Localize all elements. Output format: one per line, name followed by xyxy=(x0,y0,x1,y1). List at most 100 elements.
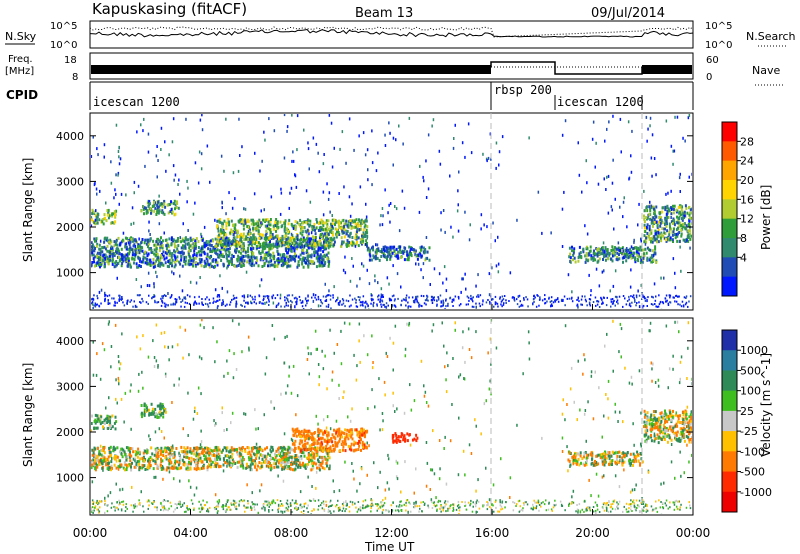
heatmap-cell xyxy=(309,237,312,241)
heatmap-cell xyxy=(550,231,552,235)
heatmap-cell xyxy=(275,218,278,221)
heatmap-cell xyxy=(497,262,500,266)
heatmap-cell xyxy=(312,136,315,140)
heatmap-cell xyxy=(252,459,255,463)
heatmap-cell xyxy=(179,274,181,278)
heatmap-cell xyxy=(492,298,494,301)
heatmap-cell xyxy=(273,244,276,248)
heatmap-cell xyxy=(228,460,231,464)
heatmap-cell xyxy=(139,259,141,263)
heatmap-cell xyxy=(171,210,174,214)
heatmap-cell xyxy=(520,303,523,306)
heatmap-cell xyxy=(356,305,359,308)
heatmap-cell xyxy=(665,119,668,123)
heatmap-cell xyxy=(375,169,378,173)
heatmap-cell xyxy=(170,461,173,465)
heatmap-cell xyxy=(174,298,176,300)
heatmap-cell xyxy=(589,304,592,307)
heatmap-cell xyxy=(167,452,170,456)
heatmap-cell xyxy=(248,237,251,241)
heatmap-cell xyxy=(272,294,275,297)
heatmap-cell xyxy=(246,446,249,449)
heatmap-cell xyxy=(397,297,399,300)
heatmap-cell xyxy=(275,242,278,246)
heatmap-cell xyxy=(160,449,163,453)
heatmap-cell xyxy=(630,252,633,255)
heatmap-cell xyxy=(269,256,272,260)
heatmap-cell xyxy=(642,248,645,252)
heatmap-cell xyxy=(136,251,139,255)
heatmap-cell xyxy=(287,236,290,240)
heatmap-cell xyxy=(467,122,470,126)
heatmap-cell xyxy=(337,302,340,304)
heatmap-cell xyxy=(499,297,501,300)
heatmap-cell xyxy=(125,193,127,197)
heatmap-cell xyxy=(208,298,210,301)
heatmap-cell xyxy=(171,258,174,262)
heatmap-cell xyxy=(98,251,101,255)
heatmap-cell xyxy=(366,234,369,238)
heatmap-cell xyxy=(273,236,276,240)
heatmap-cell xyxy=(179,262,182,266)
heatmap-cell xyxy=(274,224,277,228)
heatmap-cell xyxy=(173,249,176,253)
heatmap-cell xyxy=(261,233,264,237)
heatmap-cell xyxy=(241,295,244,298)
heatmap-cell xyxy=(494,295,497,298)
heatmap-cell xyxy=(119,294,121,297)
heatmap-cell xyxy=(216,248,219,252)
heatmap-cell xyxy=(159,242,162,246)
heatmap-cell xyxy=(172,117,175,121)
heatmap-cell xyxy=(664,232,667,235)
heatmap-cell xyxy=(651,295,653,298)
heatmap-cell xyxy=(378,258,381,262)
heatmap-cell xyxy=(260,462,263,465)
heatmap-cell xyxy=(199,248,202,252)
heatmap-cell xyxy=(324,247,327,251)
heatmap-cell xyxy=(406,258,409,262)
heatmap-cell xyxy=(173,451,176,455)
heatmap-cell xyxy=(513,298,515,301)
heatmap-cell xyxy=(269,218,272,221)
heatmap-cell xyxy=(141,249,144,253)
heatmap-cell xyxy=(186,302,188,305)
heatmap-cell xyxy=(358,219,361,223)
heatmap-cell xyxy=(276,294,279,297)
heatmap-cell xyxy=(422,295,425,298)
heatmap-cell xyxy=(318,226,321,230)
heatmap-cell xyxy=(98,463,101,466)
heatmap-cell xyxy=(333,285,335,289)
heatmap-cell xyxy=(238,117,240,121)
heatmap-cell xyxy=(670,220,673,224)
heatmap-cell xyxy=(319,246,322,250)
heatmap-cell xyxy=(660,233,663,237)
heatmap-cell xyxy=(255,454,258,458)
heatmap-cell xyxy=(201,114,203,117)
heatmap-cell xyxy=(296,245,299,249)
heatmap-cell xyxy=(425,256,428,260)
heatmap-cell xyxy=(650,240,652,244)
heatmap-cell xyxy=(268,244,271,247)
heatmap-cell xyxy=(97,257,100,261)
heatmap-cell xyxy=(142,451,145,455)
heatmap-cell xyxy=(377,151,379,155)
heatmap-cell xyxy=(227,237,230,241)
heatmap-cell xyxy=(326,237,329,241)
heatmap-cell xyxy=(289,191,291,195)
heatmap-cell xyxy=(199,446,202,450)
heatmap-cell xyxy=(222,300,224,303)
heatmap-cell xyxy=(687,229,690,233)
heatmap-cell xyxy=(574,260,577,264)
heatmap-cell xyxy=(505,299,507,302)
heatmap-cell xyxy=(147,242,150,246)
heatmap-cell xyxy=(261,265,264,268)
heatmap-cell xyxy=(672,257,675,261)
heatmap-cell xyxy=(604,258,607,262)
heatmap-cell xyxy=(298,222,301,226)
heatmap-cell xyxy=(102,259,105,263)
heatmap-cell xyxy=(183,259,186,263)
heatmap-cell xyxy=(415,262,417,266)
heatmap-cell xyxy=(257,264,260,268)
heatmap-cell xyxy=(665,238,667,242)
heatmap-cell xyxy=(422,246,425,250)
